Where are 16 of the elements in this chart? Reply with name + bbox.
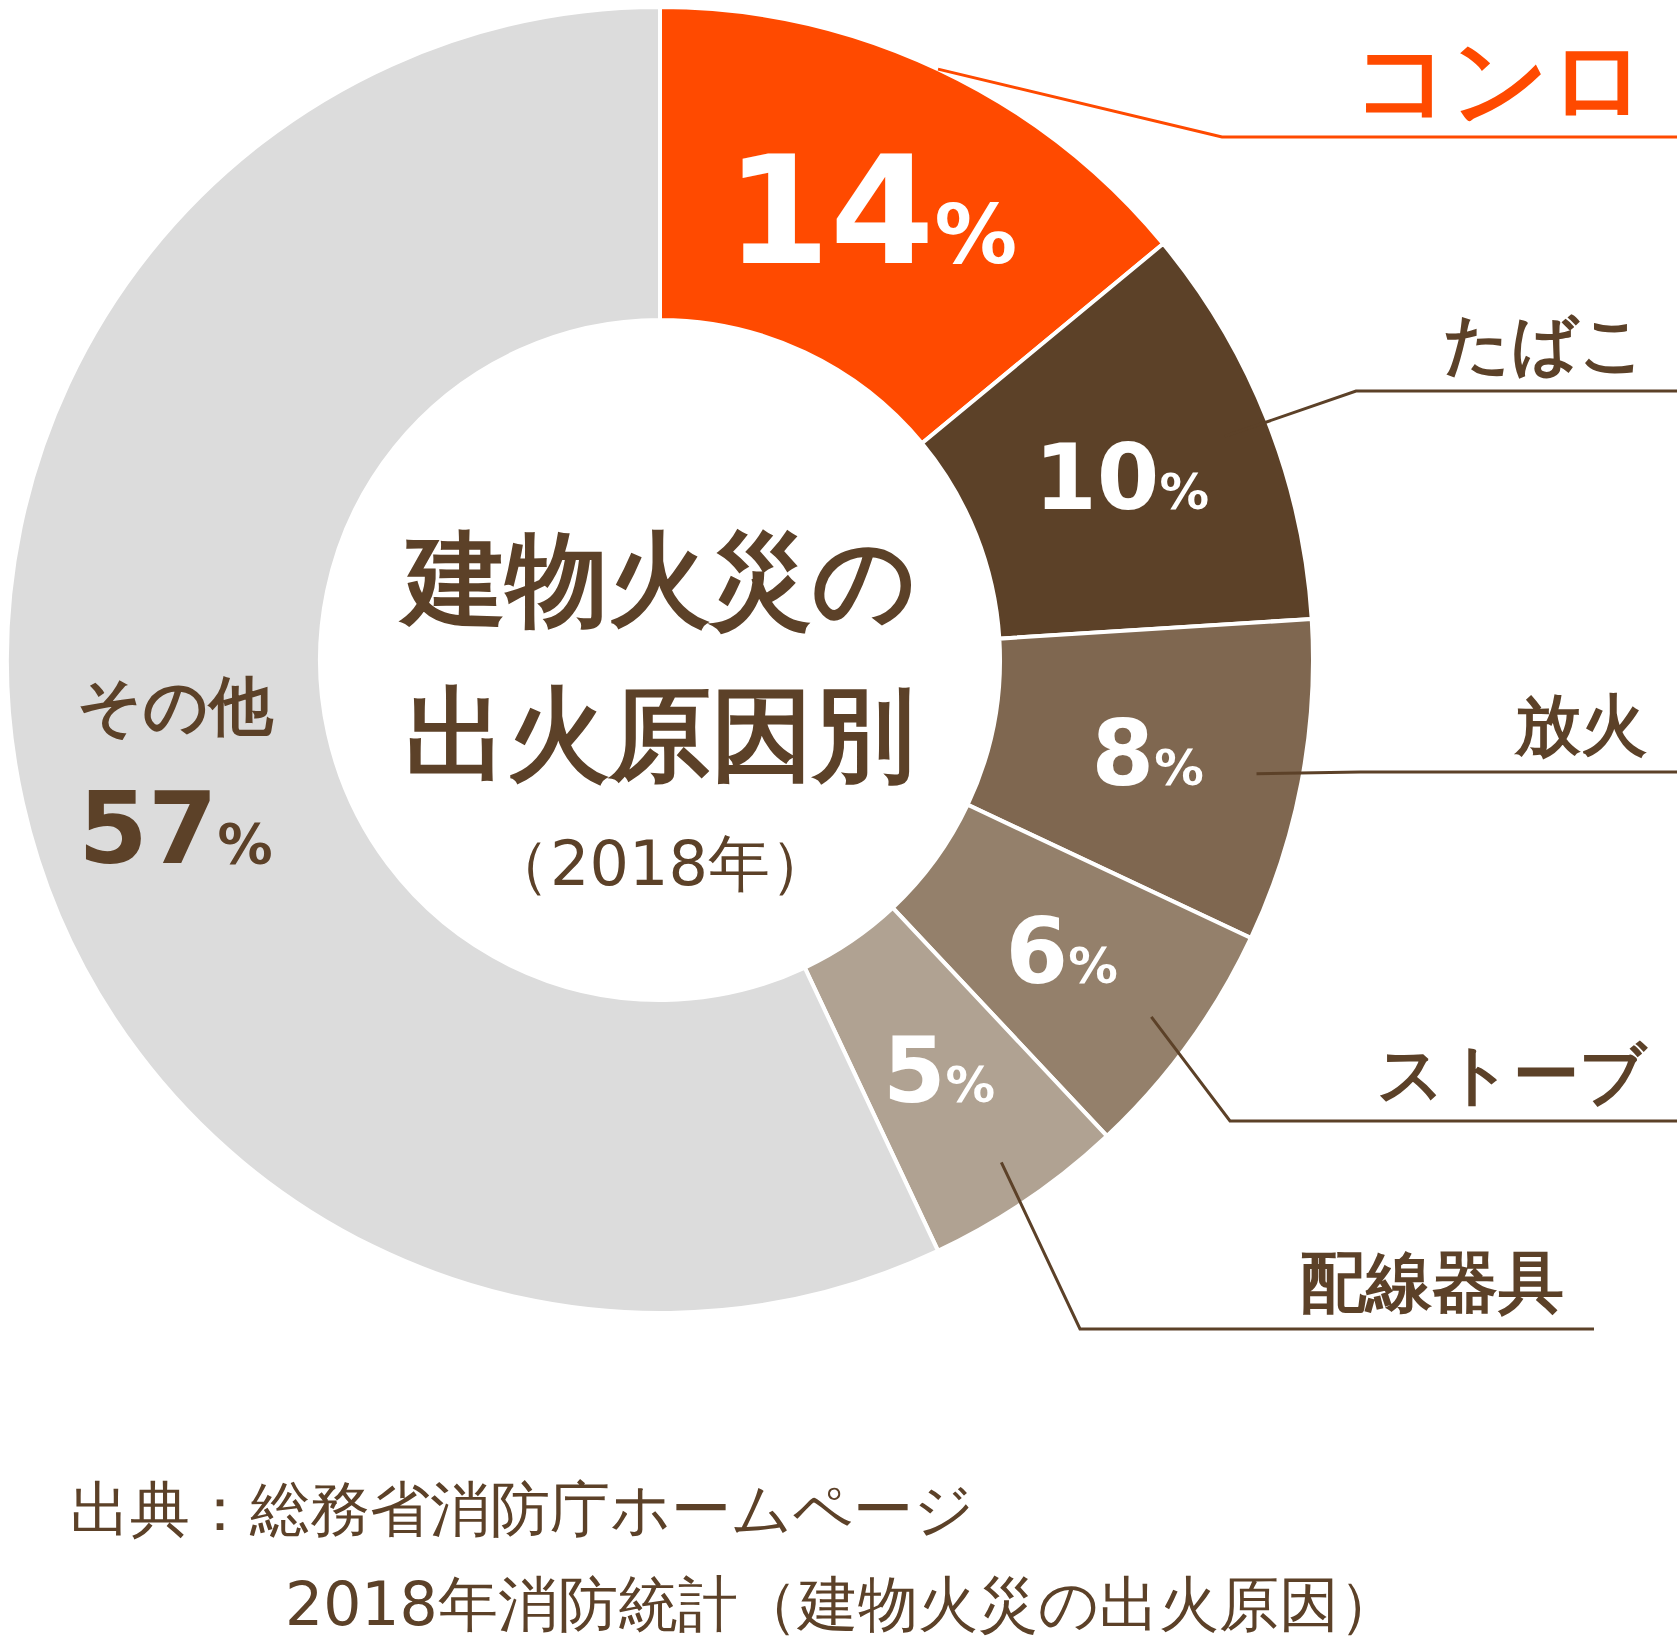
data-label: 57% bbox=[78, 770, 273, 888]
data-label: 5% bbox=[882, 1018, 996, 1124]
text: 2018年消防統計（建物火災の出火原因） bbox=[285, 1569, 1399, 1639]
slice-label: コンロ bbox=[1353, 24, 1647, 136]
data-label: 6% bbox=[1005, 899, 1118, 1005]
slice-label: 放火 bbox=[1513, 687, 1647, 764]
slice-label: たばこ bbox=[1443, 306, 1647, 383]
slice-label: 配線器具 bbox=[1300, 1244, 1564, 1321]
source-note: 出典：総務省消防庁ホームページ bbox=[70, 1474, 974, 1544]
data-label: 8% bbox=[1091, 700, 1204, 806]
text: 建物火災の出火原因別 bbox=[398, 520, 916, 794]
text: （2018年） bbox=[488, 827, 832, 900]
slice-label: その他 bbox=[77, 669, 275, 744]
data-label: 14% bbox=[725, 124, 1018, 299]
slice-label: ストーブ bbox=[1377, 1036, 1648, 1113]
data-label: 10% bbox=[1034, 424, 1210, 530]
